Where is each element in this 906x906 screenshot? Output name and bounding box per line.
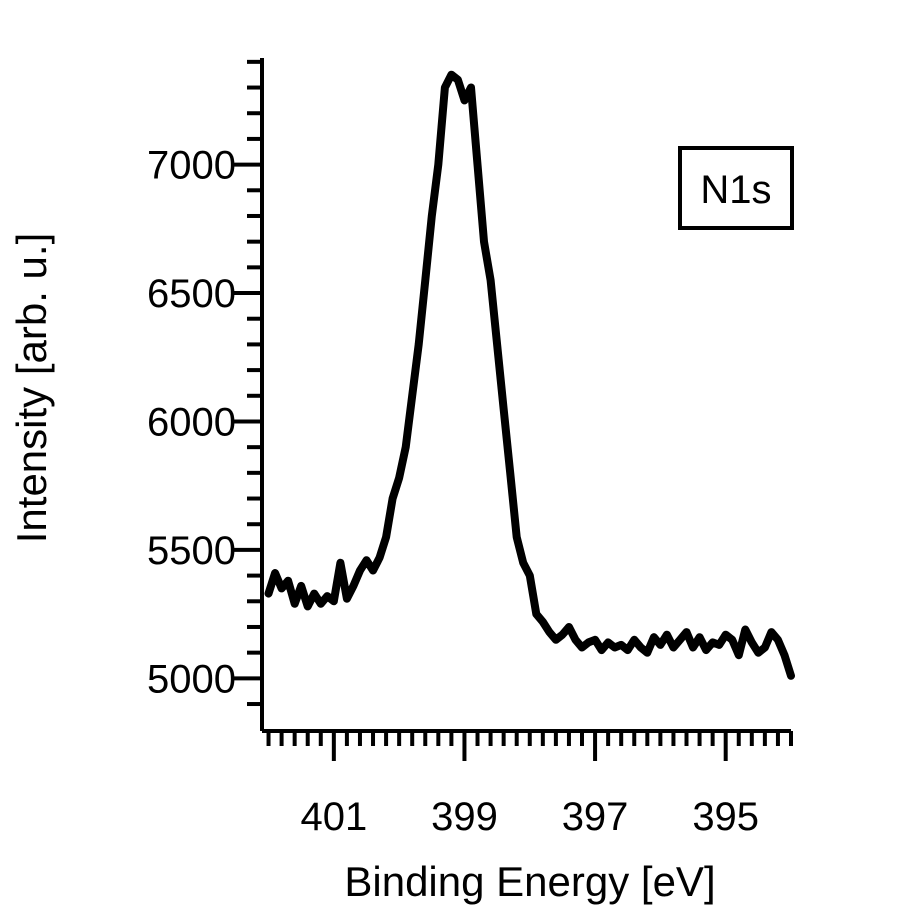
annotation-box: N1s — [678, 146, 794, 230]
y-tick-label: 6000 — [147, 400, 236, 444]
x-tick-label: 399 — [431, 795, 498, 839]
x-tick-label: 395 — [692, 795, 759, 839]
annotation-label: N1s — [700, 168, 771, 212]
y-tick-label: 5500 — [147, 529, 236, 573]
x-ticks: 401 399 397 395 — [266, 731, 793, 839]
x-axis-title: Binding Energy [eV] — [344, 858, 715, 905]
y-tick-label: 6500 — [147, 272, 236, 316]
annotation-box-frame — [678, 146, 794, 230]
y-tick-label: 7000 — [147, 144, 236, 188]
spectrum-line — [264, 70, 795, 680]
y-axis-title: Intensity [arb. u.] — [8, 233, 55, 544]
y-tick-label: 5000 — [147, 657, 236, 701]
plot-area — [264, 70, 795, 680]
x-tick-label: 397 — [562, 795, 629, 839]
x-tick-label: 401 — [300, 795, 367, 839]
y-ticks: 5000 5500 6000 6500 7000 — [147, 59, 262, 707]
